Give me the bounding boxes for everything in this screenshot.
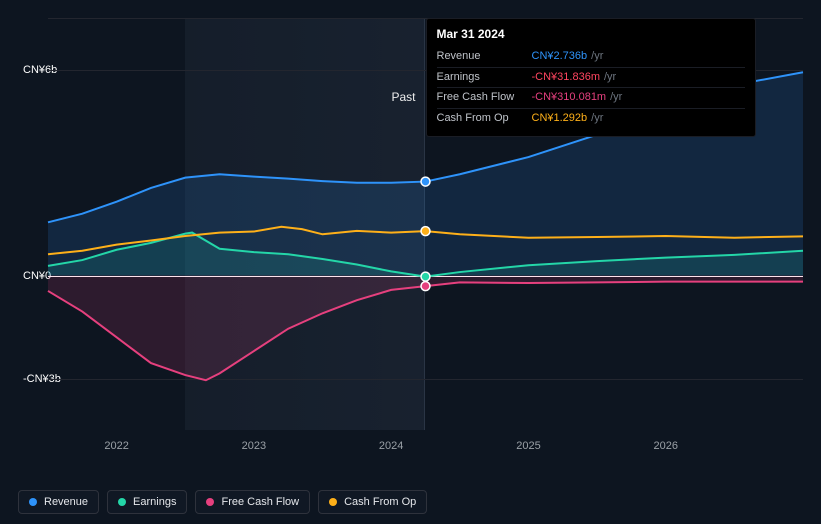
tooltip-row: Cash From OpCN¥1.292b/yr: [437, 108, 745, 129]
tooltip-date: Mar 31 2024: [437, 27, 745, 41]
tooltip-row-suffix: /yr: [591, 110, 603, 128]
legend-item-label: Free Cash Flow: [221, 496, 299, 508]
tooltip-row: RevenueCN¥2.736b/yr: [437, 47, 745, 67]
x-axis-label: 2024: [379, 440, 403, 452]
legend-dot-icon: [29, 498, 37, 506]
tooltip-row-suffix: /yr: [610, 89, 622, 107]
tooltip-row-label: Free Cash Flow: [437, 89, 532, 107]
tooltip-row-label: Earnings: [437, 69, 532, 87]
tooltip-row-suffix: /yr: [604, 69, 616, 87]
legend-dot-icon: [118, 498, 126, 506]
tooltip-row-label: Revenue: [437, 48, 532, 66]
tooltip-row-value: -CN¥31.836m: [532, 69, 600, 87]
legend-item-label: Revenue: [44, 496, 88, 508]
legend-item-revenue[interactable]: Revenue: [18, 490, 99, 514]
legend-item-label: Cash From Op: [344, 496, 416, 508]
x-axis-label: 2022: [104, 440, 128, 452]
legend-dot-icon: [329, 498, 337, 506]
tooltip-row-value: CN¥1.292b: [532, 110, 588, 128]
marker-fcf: [421, 282, 430, 291]
legend-item-cash-from-op[interactable]: Cash From Op: [318, 490, 427, 514]
x-axis-label: 2023: [242, 440, 266, 452]
tooltip-row: Earnings-CN¥31.836m/yr: [437, 67, 745, 88]
marker-cfo: [421, 227, 430, 236]
tooltip-row-label: Cash From Op: [437, 110, 532, 128]
tooltip-row-value: CN¥2.736b: [532, 48, 588, 66]
legend-item-label: Earnings: [133, 496, 176, 508]
tooltip-row-suffix: /yr: [591, 48, 603, 66]
marker-revenue: [421, 177, 430, 186]
tooltip-row: Free Cash Flow-CN¥310.081m/yr: [437, 87, 745, 108]
x-axis-label: 2026: [653, 440, 677, 452]
x-axis-label: 2025: [516, 440, 540, 452]
legend-item-free-cash-flow[interactable]: Free Cash Flow: [195, 490, 310, 514]
chart-legend: Revenue Earnings Free Cash Flow Cash From O…: [18, 490, 427, 514]
legend-dot-icon: [206, 498, 214, 506]
financial-chart: CN¥6bCN¥0-CN¥3b 20222023202420252026 Pas…: [18, 18, 803, 448]
tooltip-row-value: -CN¥310.081m: [532, 89, 607, 107]
chart-tooltip: Mar 31 2024 RevenueCN¥2.736b/yrEarnings-…: [426, 18, 756, 137]
marker-earnings: [421, 272, 430, 281]
legend-item-earnings[interactable]: Earnings: [107, 490, 187, 514]
